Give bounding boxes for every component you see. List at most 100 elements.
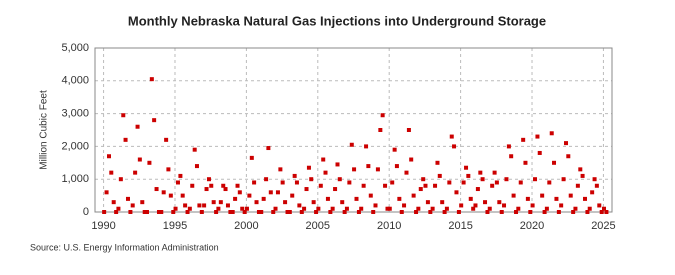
point [468, 196, 473, 201]
point [397, 196, 402, 201]
y-tick-label: 3,000 [61, 108, 89, 120]
point [240, 206, 245, 211]
point [430, 206, 435, 211]
point [383, 183, 388, 188]
point [311, 200, 316, 205]
point [142, 210, 147, 214]
point [130, 203, 135, 208]
point [580, 173, 585, 178]
point [573, 206, 578, 211]
point [404, 170, 409, 175]
point [552, 160, 557, 165]
point [373, 203, 378, 208]
point [128, 210, 133, 214]
point [428, 210, 433, 214]
point [209, 183, 214, 188]
point [421, 177, 426, 182]
point [525, 196, 530, 201]
point [354, 196, 359, 201]
point [449, 134, 454, 139]
point [328, 210, 333, 214]
point [475, 187, 480, 192]
point [480, 177, 485, 182]
point [125, 196, 130, 201]
point [566, 154, 571, 159]
point [242, 210, 247, 214]
point [149, 77, 154, 82]
chart-title: Monthly Nebraska Natural Gas Injections … [128, 13, 546, 28]
point [147, 160, 152, 165]
point [280, 180, 285, 185]
point [180, 193, 185, 198]
point [473, 203, 478, 208]
point [271, 210, 276, 214]
point [485, 210, 490, 214]
point [492, 170, 497, 175]
point [121, 113, 126, 118]
point [444, 206, 449, 211]
point [530, 203, 535, 208]
point [521, 137, 526, 142]
point [528, 210, 533, 214]
point [109, 170, 114, 175]
point [385, 206, 390, 211]
point [164, 137, 169, 142]
point [199, 210, 204, 214]
point [104, 190, 109, 195]
point [409, 157, 414, 162]
point [547, 180, 552, 185]
point [559, 203, 564, 208]
point [359, 206, 364, 211]
point [123, 137, 128, 142]
point [571, 210, 576, 214]
point [292, 173, 297, 178]
point [561, 177, 566, 182]
point [537, 150, 542, 155]
point [154, 187, 159, 192]
x-tick-label: 2015 [448, 220, 472, 232]
point [302, 206, 307, 211]
point [187, 206, 192, 211]
point [216, 206, 221, 211]
point [102, 210, 107, 214]
point [237, 190, 242, 195]
point [275, 190, 280, 195]
point [554, 196, 559, 201]
point [497, 200, 502, 205]
point [144, 210, 149, 214]
point [433, 183, 438, 188]
point [175, 180, 180, 185]
point [192, 147, 197, 152]
point [414, 210, 419, 214]
point [418, 187, 423, 192]
point [514, 210, 519, 214]
x-tick-label: 2020 [520, 220, 544, 232]
point [318, 183, 323, 188]
point [392, 147, 397, 152]
point [604, 210, 609, 214]
point [540, 193, 545, 198]
point [509, 154, 514, 159]
point [583, 196, 588, 201]
point [297, 203, 302, 208]
point [264, 177, 269, 182]
point [454, 190, 459, 195]
point [402, 203, 407, 208]
point [323, 170, 328, 175]
point [299, 210, 304, 214]
point [171, 210, 176, 214]
point [230, 210, 235, 214]
point [194, 164, 199, 169]
point [464, 165, 469, 170]
point [214, 210, 219, 214]
point [361, 183, 366, 188]
x-tick-label: 1995 [163, 220, 187, 232]
x-tick-label: 1990 [91, 220, 115, 232]
point [140, 200, 145, 205]
point [156, 210, 161, 214]
point [585, 210, 590, 214]
point [133, 170, 138, 175]
point [118, 177, 123, 182]
point [471, 206, 476, 211]
point [442, 210, 447, 214]
